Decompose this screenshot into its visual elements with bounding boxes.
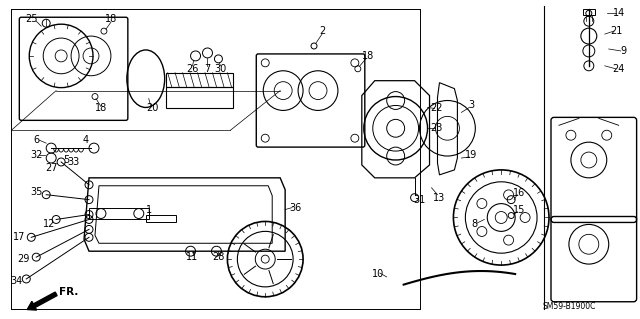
Text: 20: 20: [147, 103, 159, 114]
Text: 12: 12: [43, 219, 56, 229]
Text: 2: 2: [319, 26, 325, 36]
Text: 28: 28: [212, 252, 225, 262]
Text: 36: 36: [289, 203, 301, 212]
Text: 4: 4: [83, 135, 89, 145]
Text: 7: 7: [204, 64, 211, 74]
Text: 18: 18: [362, 51, 374, 61]
Text: 8: 8: [471, 219, 477, 229]
Text: SM59-B1900C: SM59-B1900C: [542, 302, 596, 311]
FancyArrow shape: [28, 292, 57, 310]
Bar: [166, 73, 234, 87]
Text: FR.: FR.: [60, 287, 79, 297]
Text: 34: 34: [10, 276, 22, 286]
Text: 19: 19: [465, 150, 477, 160]
Text: 18: 18: [105, 14, 117, 24]
Text: 24: 24: [612, 64, 625, 74]
Bar: [89, 208, 148, 219]
Text: 15: 15: [513, 204, 525, 215]
Text: 16: 16: [513, 188, 525, 198]
Text: 6: 6: [33, 135, 39, 145]
Text: 1: 1: [146, 204, 152, 215]
Text: 13: 13: [433, 193, 445, 203]
Bar: [583, 9, 595, 15]
Text: 10: 10: [372, 269, 384, 279]
Text: 35: 35: [30, 187, 42, 197]
Text: 22: 22: [430, 103, 443, 114]
Text: 25: 25: [25, 14, 38, 24]
Bar: [146, 214, 175, 222]
Text: 32: 32: [30, 150, 42, 160]
Text: 33: 33: [67, 157, 79, 167]
Text: 31: 31: [413, 195, 426, 205]
Text: 23: 23: [430, 123, 443, 133]
Text: 9: 9: [621, 46, 627, 56]
Text: 29: 29: [17, 254, 29, 264]
Text: 26: 26: [186, 64, 199, 74]
Text: 21: 21: [611, 26, 623, 36]
Text: 14: 14: [612, 8, 625, 18]
Text: 17: 17: [13, 232, 26, 242]
Text: 5: 5: [63, 155, 69, 165]
Text: 3: 3: [468, 100, 474, 110]
Text: 11: 11: [186, 252, 198, 262]
Text: 30: 30: [214, 64, 227, 74]
Bar: [166, 87, 234, 108]
Text: 27: 27: [45, 163, 58, 173]
Text: 18: 18: [95, 103, 107, 114]
